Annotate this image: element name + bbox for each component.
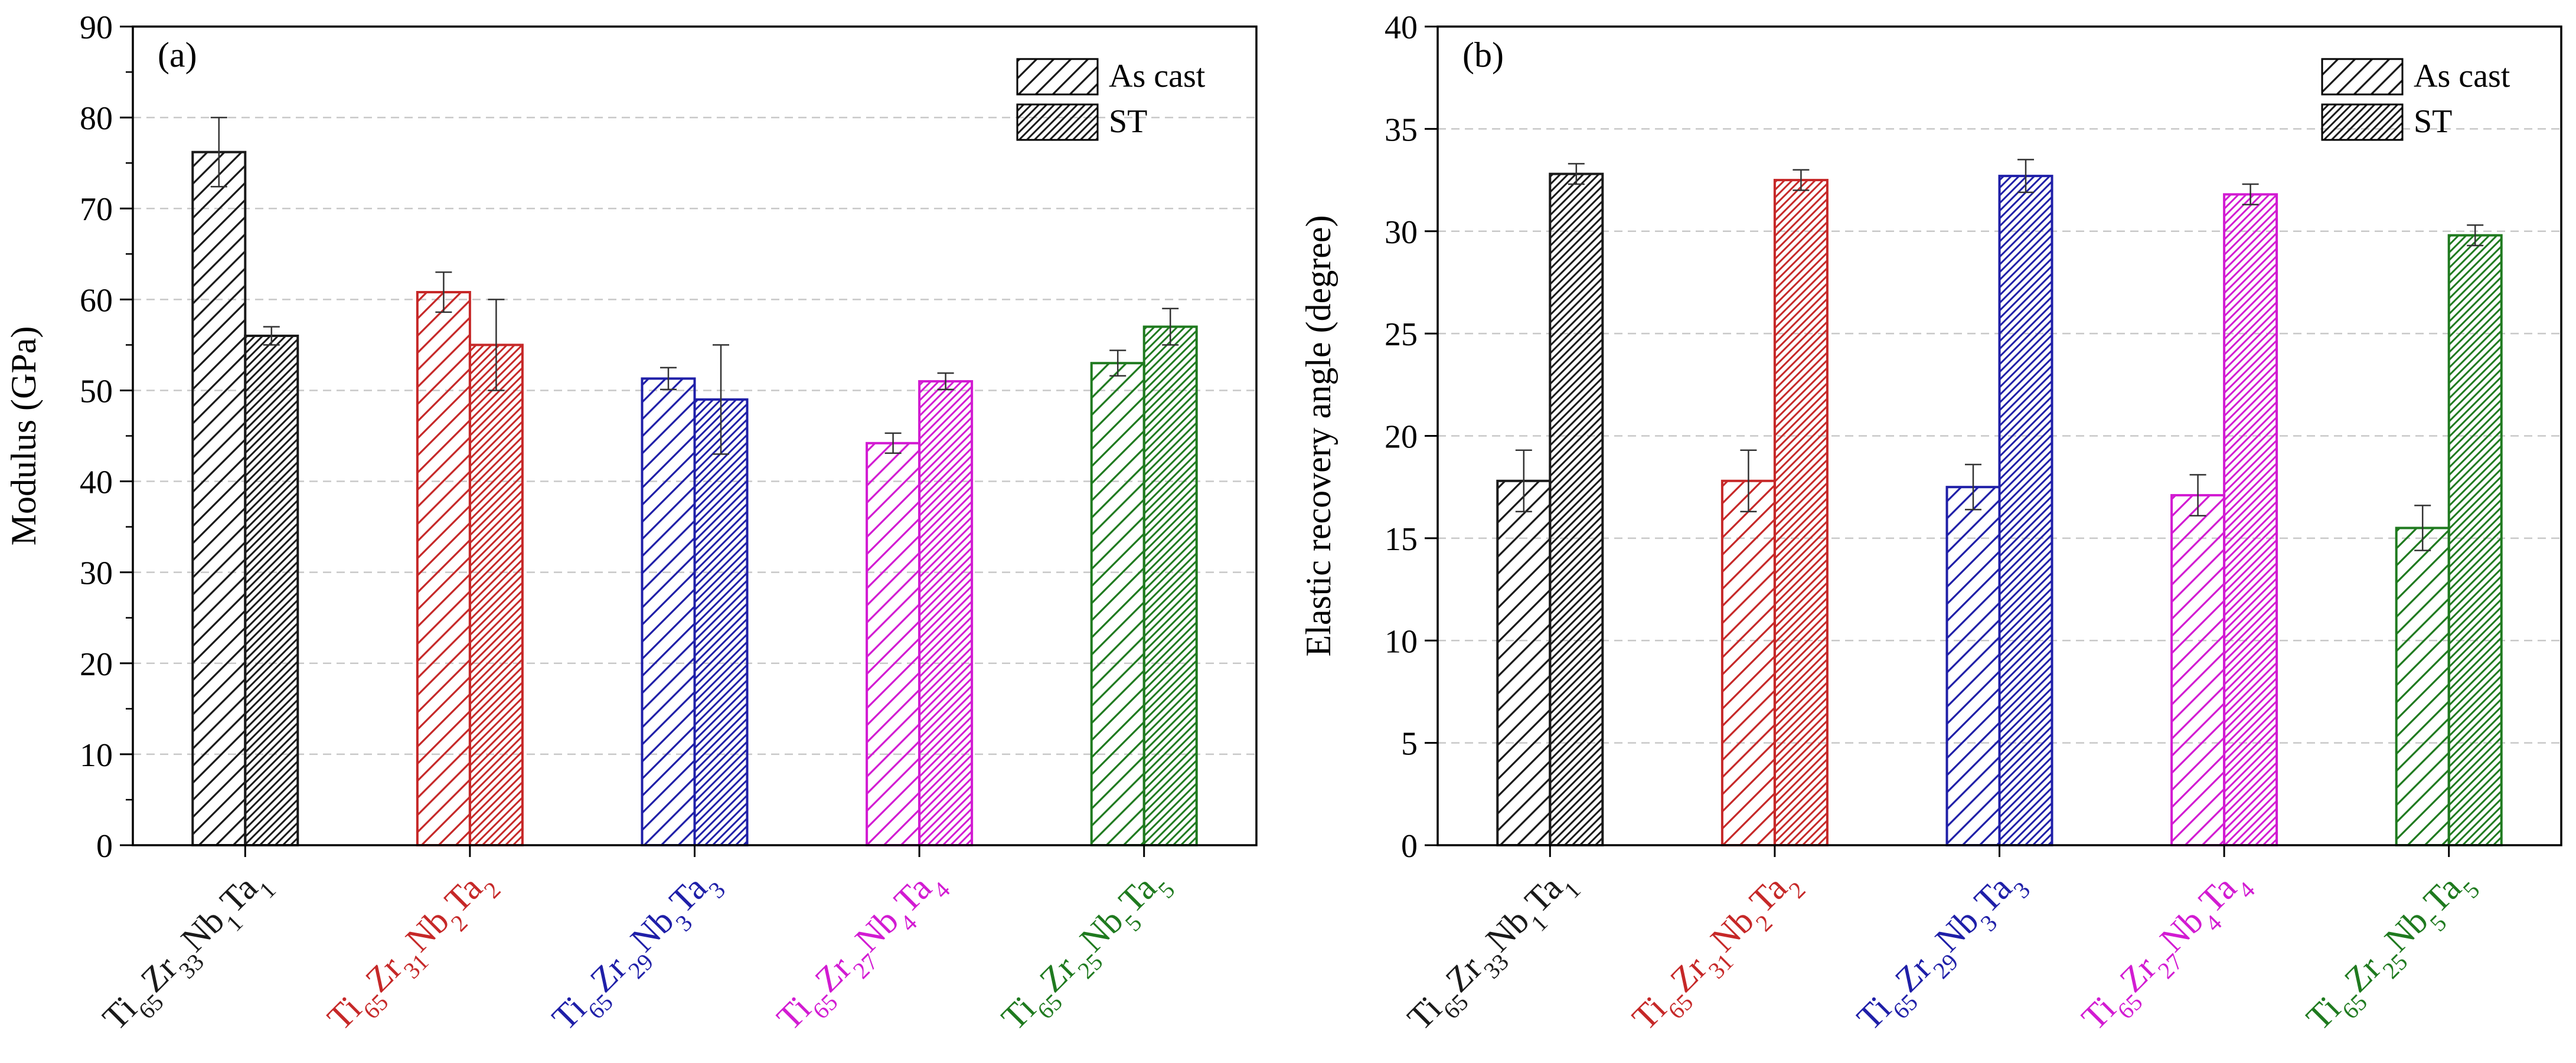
y-axis-label: Modulus (GPa) <box>4 326 43 546</box>
category-tick-label: Ti65Zr33Nb1Ta1 <box>1400 860 1586 1046</box>
y-tick-label: 90 <box>80 9 113 46</box>
y-axis-label: Elastic recovery angle (degree) <box>1299 215 1338 657</box>
bar-st-3 <box>1998 175 2053 847</box>
bar-as-cast-1 <box>1496 479 1552 846</box>
y-tick-label: 20 <box>80 646 113 683</box>
bar-st-1 <box>1549 172 1604 846</box>
y-tick-label: 20 <box>1385 419 1418 456</box>
legend-label: ST <box>1109 103 1147 140</box>
bar-as-cast-5 <box>1090 362 1145 846</box>
legend-label: As cast <box>2414 58 2510 94</box>
bar-as-cast-3 <box>641 377 696 846</box>
category-tick-label: Ti65Zr31Nb2Ta2 <box>320 860 506 1046</box>
y-tick-label: 0 <box>1401 828 1418 865</box>
bar-st-2 <box>468 344 524 846</box>
y-tick-label: 30 <box>80 555 113 592</box>
bar-st-4 <box>2223 193 2278 847</box>
category-tick-label: Ti65Zr31Nb2Ta2 <box>1625 860 1811 1046</box>
bar-as-cast-5 <box>2395 526 2450 846</box>
bar-as-cast-3 <box>1945 486 2001 846</box>
bar-as-cast-4 <box>866 441 921 846</box>
y-tick-label: 60 <box>80 282 113 319</box>
bar-as-cast-2 <box>416 291 471 846</box>
y-tick-label: 0 <box>96 828 113 865</box>
legend-swatch <box>1016 58 1099 96</box>
category-tick-label: Ti65Zr29Nb3Ta3 <box>1849 860 2035 1046</box>
y-tick-label: 40 <box>80 465 113 501</box>
panel-label: (a) <box>158 35 197 74</box>
panel-label: (b) <box>1462 35 1504 74</box>
y-tick-label: 10 <box>80 737 113 774</box>
bar-st-5 <box>2447 234 2503 846</box>
legend-swatch <box>2321 58 2404 96</box>
bar-st-1 <box>244 334 299 846</box>
y-tick-label: 25 <box>1385 316 1418 353</box>
bar-st-2 <box>1773 179 1829 846</box>
category-tick-label: Ti65Zr27Nb4Ta4 <box>2074 860 2260 1046</box>
y-tick-label: 5 <box>1401 726 1418 763</box>
legend-swatch <box>1016 103 1099 141</box>
panel-a-modulus-chart: Ti65Zr33Nb1Ta1Ti65Zr31Nb2Ta2Ti65Zr29Nb3T… <box>4 9 1258 1046</box>
legend-label: As cast <box>1109 58 1206 94</box>
category-tick-label: Ti65Zr33Nb1Ta1 <box>95 860 281 1046</box>
category-tick-label: Ti65Zr27Nb4Ta4 <box>769 860 955 1046</box>
bar-as-cast-1 <box>191 151 247 846</box>
panel-b-elastic-recovery-chart: Ti65Zr33Nb1Ta1Ti65Zr31Nb2Ta2Ti65Zr29Nb3T… <box>1299 9 2562 1046</box>
bar-as-cast-2 <box>1720 479 1776 846</box>
y-tick-label: 80 <box>80 100 113 137</box>
legend-swatch <box>2321 103 2404 141</box>
category-tick-label: Ti65Zr25Nb5Ta5 <box>2299 860 2484 1046</box>
bar-as-cast-4 <box>2170 494 2226 846</box>
bar-st-5 <box>1142 325 1198 846</box>
bar-st-4 <box>918 380 974 846</box>
y-tick-label: 15 <box>1385 521 1418 558</box>
category-tick-label: Ti65Zr25Nb5Ta5 <box>994 860 1180 1046</box>
y-tick-label: 30 <box>1385 214 1418 251</box>
y-tick-label: 10 <box>1385 623 1418 660</box>
y-tick-label: 70 <box>80 191 113 228</box>
bar-st-3 <box>693 398 749 846</box>
legend-label: ST <box>2414 103 2452 140</box>
y-tick-label: 50 <box>80 373 113 410</box>
category-tick-label: Ti65Zr29Nb3Ta3 <box>544 860 730 1046</box>
y-tick-label: 35 <box>1385 112 1418 148</box>
y-tick-label: 40 <box>1385 9 1418 46</box>
